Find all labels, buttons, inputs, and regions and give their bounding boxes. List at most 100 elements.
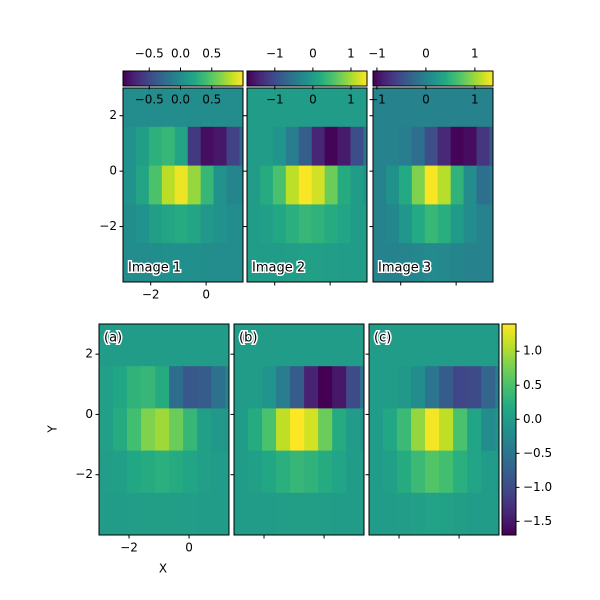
- cell: [200, 126, 214, 166]
- cell: [385, 243, 400, 282]
- cell: [411, 450, 426, 494]
- cell: [495, 324, 499, 367]
- cell: [285, 165, 300, 205]
- cell: [197, 366, 212, 409]
- colorbar: [122, 70, 244, 87]
- cell: [373, 126, 387, 166]
- axes-frame: [368, 323, 500, 536]
- cell: [211, 450, 226, 494]
- cell: [161, 243, 176, 282]
- cell: [127, 408, 142, 451]
- cell: [290, 450, 305, 494]
- cell: [476, 126, 490, 166]
- cell: [290, 366, 305, 409]
- cell: [411, 165, 426, 205]
- axes-frame: [233, 323, 365, 536]
- cell: [290, 324, 305, 367]
- cell: [360, 408, 364, 451]
- y-tick-label: 2: [85, 347, 93, 361]
- cell: [148, 243, 163, 282]
- panel-label: (a): [104, 331, 122, 346]
- cell: [272, 88, 287, 128]
- cell: [141, 408, 156, 451]
- colorbar-tick-label: 0: [422, 47, 430, 61]
- cell: [411, 366, 426, 409]
- cell: [174, 243, 189, 282]
- cell: [247, 165, 261, 205]
- colorbar-tick-label: −1: [368, 93, 386, 107]
- cell: [123, 88, 137, 128]
- cell: [239, 165, 243, 205]
- cell: [187, 165, 202, 205]
- cell: [141, 366, 156, 409]
- cell: [113, 450, 128, 494]
- panel-label: (c): [374, 331, 391, 346]
- cell: [262, 450, 277, 494]
- cell: [304, 408, 319, 451]
- cell: [247, 204, 261, 244]
- cell: [226, 165, 240, 205]
- cell: [187, 88, 202, 128]
- cell: [259, 204, 274, 244]
- cell: [463, 165, 477, 205]
- cell: [489, 126, 493, 166]
- cell: [187, 126, 202, 166]
- cell: [397, 366, 412, 409]
- cell: [225, 408, 229, 451]
- cell: [161, 126, 176, 166]
- cell: [262, 324, 277, 367]
- cell: [363, 165, 367, 205]
- cell: [213, 165, 227, 205]
- image: [369, 324, 499, 535]
- cell: [211, 492, 226, 535]
- cell: [155, 450, 170, 494]
- cell: [439, 366, 454, 409]
- cell: [272, 243, 287, 282]
- cell: [311, 243, 326, 282]
- cell: [453, 408, 468, 451]
- cell: [290, 408, 305, 451]
- y-tick-label: 2: [109, 108, 117, 122]
- cell: [298, 204, 313, 244]
- panel-label: Image 2: [252, 261, 305, 276]
- cell: [453, 450, 468, 494]
- image: [99, 324, 229, 535]
- cell: [369, 492, 384, 535]
- cell: [363, 126, 367, 166]
- cell: [141, 492, 156, 535]
- cell: [262, 366, 277, 409]
- cell: [272, 204, 287, 244]
- cell: [285, 126, 300, 166]
- cell: [476, 243, 490, 282]
- cell: [489, 243, 493, 282]
- cell: [225, 366, 229, 409]
- cell: [200, 204, 214, 244]
- colorbar-tick-label: 0: [309, 47, 317, 61]
- cell: [383, 408, 398, 451]
- cell: [425, 408, 440, 451]
- colorbar-tick-label: 1: [347, 47, 355, 61]
- cell: [495, 492, 499, 535]
- cell: [398, 204, 413, 244]
- cell: [489, 204, 493, 244]
- cell: [495, 450, 499, 494]
- cell: [127, 366, 142, 409]
- cell: [169, 492, 184, 535]
- cell: [135, 88, 150, 128]
- cell: [135, 165, 150, 205]
- cell: [262, 408, 277, 451]
- cell: [148, 88, 163, 128]
- cell: [383, 324, 398, 367]
- cell: [148, 204, 163, 244]
- cell: [200, 88, 214, 128]
- cell: [463, 243, 477, 282]
- cell: [337, 165, 351, 205]
- image: [373, 88, 493, 282]
- cell: [276, 450, 291, 494]
- colorbar-tick-label: −1: [266, 47, 284, 61]
- cell: [148, 126, 163, 166]
- cell: [369, 324, 384, 367]
- cell: [360, 492, 364, 535]
- cell: [197, 324, 212, 367]
- cell: [225, 450, 229, 494]
